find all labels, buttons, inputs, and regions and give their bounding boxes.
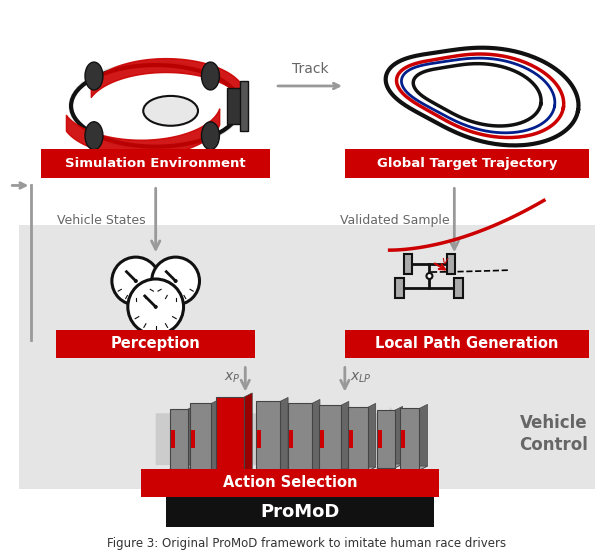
Bar (171, 430, 174, 448)
Polygon shape (288, 471, 320, 475)
Text: Perception: Perception (111, 336, 201, 351)
Polygon shape (348, 467, 376, 471)
Polygon shape (216, 478, 252, 481)
Bar (240, 81, 248, 131)
Text: Action Selection: Action Selection (223, 475, 357, 490)
Bar (216, 397, 244, 481)
FancyBboxPatch shape (166, 497, 435, 527)
Ellipse shape (85, 62, 103, 90)
Polygon shape (413, 63, 541, 126)
Circle shape (174, 279, 177, 283)
Polygon shape (419, 404, 427, 470)
FancyBboxPatch shape (56, 330, 255, 358)
Circle shape (427, 273, 432, 279)
Circle shape (154, 305, 158, 309)
Bar (376, 410, 395, 468)
Text: Figure 3: Original ProMoD framework to imitate human race drivers: Figure 3: Original ProMoD framework to i… (107, 537, 507, 550)
FancyBboxPatch shape (345, 148, 589, 178)
Bar (190, 403, 211, 475)
Bar (400, 408, 419, 470)
Text: Validated Sample: Validated Sample (340, 214, 449, 227)
Bar (289, 430, 293, 448)
Circle shape (112, 257, 160, 305)
Bar (403, 254, 411, 274)
Text: v: v (441, 256, 448, 266)
Polygon shape (190, 471, 219, 475)
Polygon shape (376, 464, 403, 468)
Bar (190, 430, 195, 448)
Bar (348, 408, 368, 471)
Ellipse shape (71, 65, 240, 147)
Polygon shape (400, 466, 427, 470)
Ellipse shape (106, 77, 216, 135)
Text: Track: Track (292, 62, 328, 76)
Text: Global Target Trajectory: Global Target Trajectory (376, 157, 557, 170)
Ellipse shape (201, 122, 219, 150)
Ellipse shape (143, 96, 198, 126)
Bar (19, 225, 595, 489)
Ellipse shape (85, 122, 103, 150)
FancyArrow shape (156, 407, 419, 471)
FancyBboxPatch shape (345, 330, 589, 358)
Polygon shape (169, 465, 195, 469)
Polygon shape (395, 406, 403, 468)
Ellipse shape (69, 61, 243, 151)
FancyBboxPatch shape (141, 469, 440, 497)
Bar (169, 409, 187, 469)
Text: $x_P$: $x_P$ (224, 370, 240, 385)
Polygon shape (368, 403, 376, 471)
Polygon shape (312, 399, 320, 475)
Bar (454, 278, 464, 298)
Polygon shape (187, 405, 195, 469)
Bar (349, 430, 353, 448)
Circle shape (134, 279, 138, 283)
Ellipse shape (201, 62, 219, 90)
Bar (378, 430, 382, 448)
Bar (288, 403, 312, 475)
Bar (257, 430, 261, 448)
Text: Local Path Generation: Local Path Generation (375, 336, 559, 351)
Circle shape (128, 279, 184, 335)
Bar (400, 430, 405, 448)
Bar (227, 88, 247, 124)
Bar (256, 401, 280, 477)
Bar (320, 430, 324, 448)
Polygon shape (280, 398, 288, 477)
Bar (448, 254, 456, 274)
Polygon shape (244, 393, 252, 481)
FancyBboxPatch shape (41, 148, 270, 178)
Text: Simulation Environment: Simulation Environment (65, 157, 246, 170)
Polygon shape (256, 473, 288, 477)
Polygon shape (386, 48, 578, 146)
Polygon shape (211, 399, 219, 475)
Circle shape (152, 257, 200, 305)
Polygon shape (341, 401, 349, 473)
Bar (319, 405, 341, 473)
Text: Vehicle States: Vehicle States (57, 214, 146, 227)
Text: ProMoD: ProMoD (260, 503, 340, 521)
Bar (395, 278, 403, 298)
Text: Vehicle
Control: Vehicle Control (519, 414, 588, 454)
Polygon shape (319, 469, 349, 473)
Text: $x_{LP}$: $x_{LP}$ (350, 370, 371, 385)
